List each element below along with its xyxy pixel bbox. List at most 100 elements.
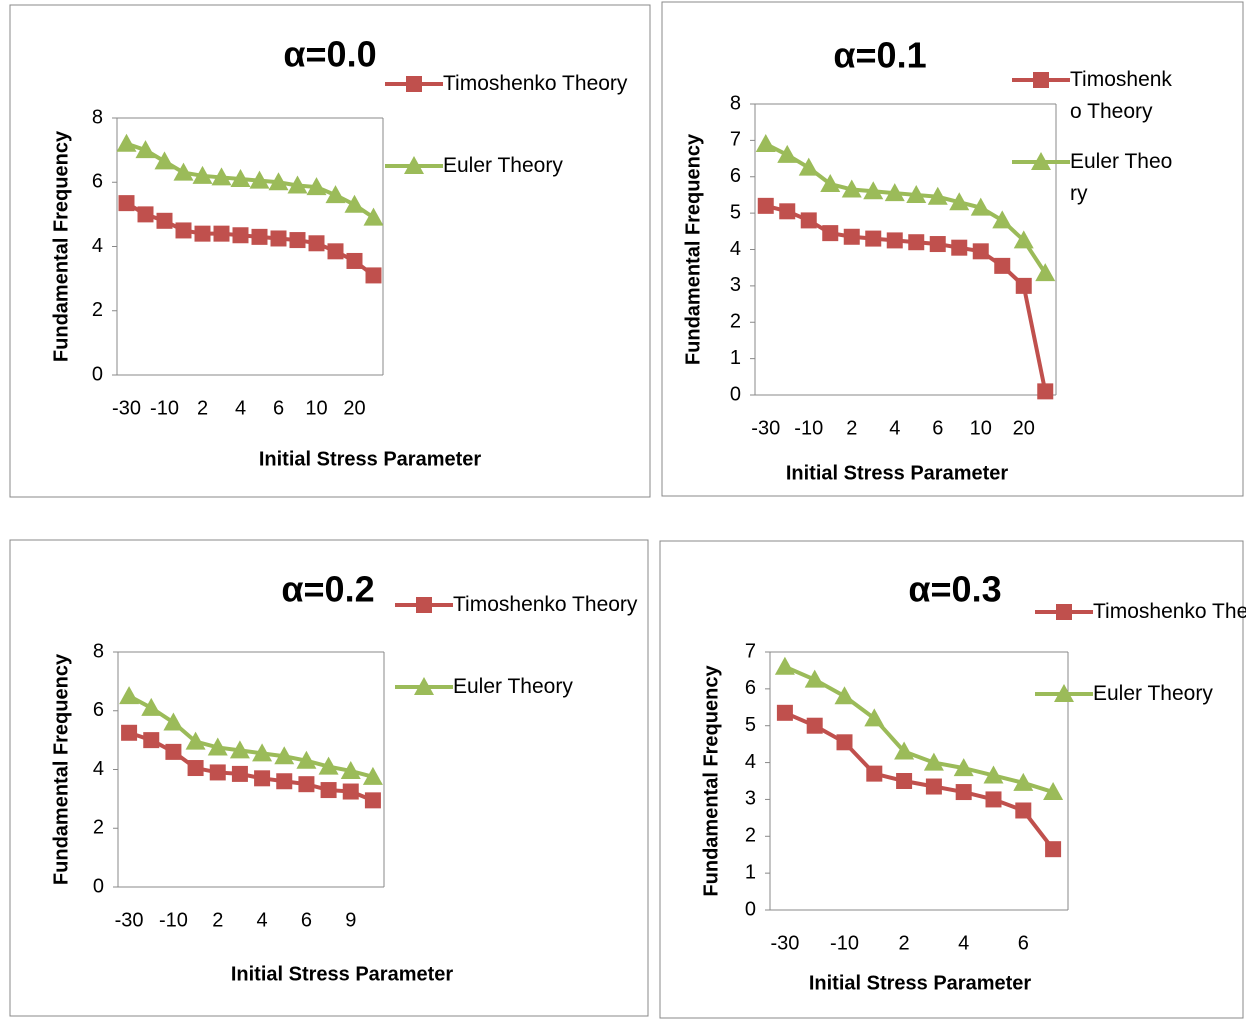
- data-point: [362, 766, 383, 785]
- panel-border: [9, 4, 651, 498]
- data-point: [231, 765, 248, 782]
- data-point: [994, 257, 1011, 274]
- data-point: [213, 225, 230, 242]
- data-point: [141, 697, 162, 716]
- data-point: [896, 773, 913, 789]
- y-tick-label: 4: [93, 758, 104, 780]
- panel-border: [661, 1, 1244, 497]
- data-point: [276, 773, 293, 790]
- legend-label: Timoshenko Theory: [443, 72, 628, 95]
- data-point: [289, 232, 306, 249]
- data-point: [340, 760, 361, 779]
- data-point: [306, 177, 327, 196]
- y-tick-label: 3: [730, 274, 741, 296]
- legend-marker: [1054, 684, 1074, 702]
- legend-label-box: Timoshenko Theory: [443, 72, 628, 95]
- data-point: [318, 756, 339, 775]
- data-point: [135, 140, 156, 159]
- data-point: [757, 197, 774, 214]
- data-point: [929, 236, 946, 253]
- series-line: [128, 694, 374, 779]
- data-point: [1013, 772, 1034, 791]
- data-point: [163, 712, 184, 731]
- data-point: [344, 194, 365, 213]
- panel-border: [9, 539, 649, 1017]
- data-point: [806, 717, 823, 734]
- data-point: [270, 230, 287, 247]
- data-point: [955, 784, 972, 801]
- y-tick-label: 7: [745, 640, 756, 662]
- chart-title: α=0.2: [281, 569, 374, 610]
- x-tick-label: -10: [794, 417, 823, 439]
- data-point: [864, 708, 885, 727]
- x-tick-label: 20: [1013, 417, 1035, 439]
- data-point: [154, 151, 175, 170]
- data-point: [173, 162, 194, 181]
- data-point: [194, 225, 211, 242]
- data-point: [121, 724, 138, 741]
- data-point: [863, 181, 884, 200]
- data-point: [185, 731, 206, 750]
- data-point: [886, 232, 903, 249]
- data-point: [187, 760, 204, 777]
- data-point: [230, 169, 251, 188]
- data-point: [779, 203, 796, 220]
- x-axis-title: Initial Stress Parameter: [231, 963, 454, 985]
- y-tick-label: 5: [730, 201, 741, 223]
- chart-title: α=0.0: [283, 34, 376, 75]
- data-point: [209, 764, 226, 781]
- series-line: [765, 203, 1048, 392]
- data-point: [251, 228, 268, 245]
- legend-label-box: Euler Theory: [1093, 682, 1213, 705]
- y-tick-label: 2: [745, 825, 756, 847]
- x-tick-label: -30: [770, 932, 799, 954]
- y-axis-title: Fundamental Frequency: [50, 130, 72, 362]
- data-point: [116, 133, 137, 152]
- legend-marker: [414, 677, 434, 695]
- series-line: [784, 664, 1054, 794]
- x-axis-title: Initial Stress Parameter: [809, 972, 1032, 994]
- data-point: [211, 167, 232, 186]
- data-point: [894, 741, 915, 760]
- data-point: [949, 192, 970, 211]
- data-point: [983, 765, 1004, 784]
- legend-label: Timoshenko Theory: [453, 593, 638, 616]
- data-point: [175, 222, 192, 239]
- legend-marker: [1056, 604, 1072, 620]
- x-tick-label: 10: [305, 397, 327, 419]
- data-point: [925, 778, 942, 795]
- legend-label-box: Timoshenko Theory: [1070, 68, 1172, 123]
- x-tick-label: -10: [159, 909, 188, 931]
- x-tick-label: 6: [301, 909, 312, 931]
- x-tick-label: 6: [932, 417, 943, 439]
- legend-label: Euler Theory: [1093, 682, 1213, 705]
- data-point: [951, 239, 968, 256]
- data-point: [953, 758, 974, 777]
- x-tick-label: 2: [197, 397, 208, 419]
- x-tick-label: 4: [958, 932, 969, 954]
- data-point: [866, 765, 883, 782]
- y-tick-label: 8: [92, 106, 103, 128]
- legend-marker: [1033, 72, 1049, 88]
- data-point: [777, 144, 798, 163]
- data-point: [992, 210, 1013, 229]
- y-axis-title: Fundamental Frequency: [700, 665, 722, 897]
- y-tick-label: 6: [730, 165, 741, 187]
- x-tick-label: -30: [115, 909, 144, 931]
- data-point: [822, 225, 839, 242]
- x-tick-label: 6: [273, 397, 284, 419]
- data-point: [363, 207, 384, 226]
- y-tick-label: 5: [745, 714, 756, 736]
- legend-label-box: Euler Theory: [443, 154, 563, 177]
- data-point: [268, 172, 289, 191]
- data-point: [1015, 802, 1032, 819]
- data-point: [254, 770, 271, 787]
- y-axis-title: Fundamental Frequency: [50, 653, 72, 885]
- data-point: [229, 740, 250, 759]
- legend-label-box: Euler Theory: [453, 675, 573, 698]
- x-axis-title: Initial Stress Parameter: [786, 462, 1009, 484]
- data-point: [985, 791, 1002, 808]
- data-point: [143, 732, 160, 749]
- data-point: [232, 227, 249, 244]
- data-point: [207, 737, 228, 756]
